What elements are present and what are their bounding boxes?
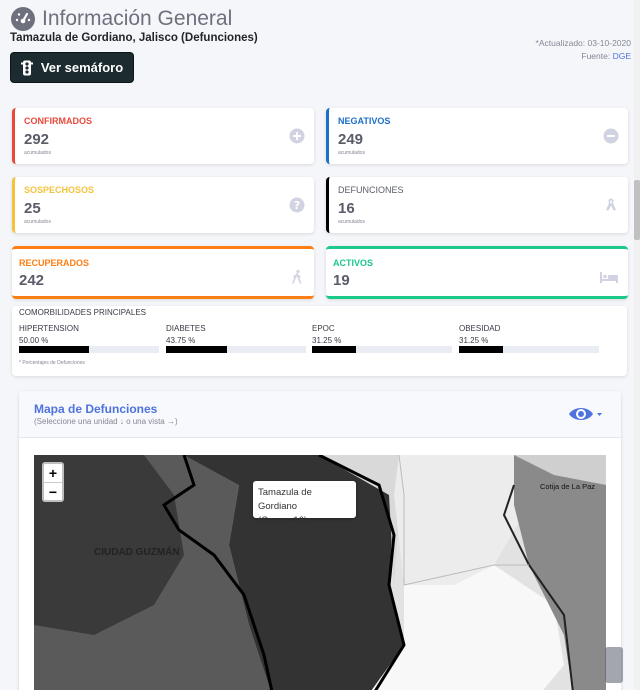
source-label: Fuente: — [581, 51, 613, 61]
svg-text:?: ? — [294, 199, 300, 212]
comorbidity-bar — [19, 346, 159, 353]
tooltip-name: Tamazula de Gordiano — [258, 487, 312, 512]
card-sospechosos[interactable]: SOSPECHOSOS 25 acumulados ? — [12, 177, 314, 233]
map-label-ciudad-guzman: CIUDAD GUZMÁN — [94, 545, 180, 558]
comorbidity-bar — [459, 346, 599, 353]
source-link[interactable]: DGE — [612, 51, 631, 61]
eye-icon[interactable] — [567, 404, 603, 424]
map-tooltip: Tamazula de Gordiano (Casos: 16) — [253, 481, 356, 526]
comorbidity-name: EPOC — [312, 324, 335, 333]
comorbidities-note: * Porcentajes de Defunciones — [19, 360, 85, 366]
tooltip-cases: (Casos: 16) — [258, 515, 308, 526]
scrollbar-thumb[interactable] — [634, 180, 640, 240]
page-title: Información General — [42, 7, 233, 30]
card-value: 292 — [24, 131, 50, 148]
map-label-cotija: Cotija de La Paz — [540, 482, 595, 491]
comorbidity-name: OBESIDAD — [459, 324, 501, 333]
comorbidity-pct: 31.25 % — [459, 336, 489, 345]
scroll-to-top-button[interactable] — [605, 647, 623, 683]
comorbidity-item: OBESIDAD 31.25 % — [459, 324, 599, 353]
map-title: Mapa de Defunciones — [34, 402, 158, 416]
comorbidity-bar-fill — [19, 346, 89, 353]
page-subtitle: Tamazula de Gordiano, Jalisco (Defuncion… — [10, 32, 258, 44]
ribbon-icon — [606, 198, 616, 211]
comorbidity-pct: 43.75 % — [166, 336, 196, 345]
card-value: 25 — [24, 200, 41, 217]
card-sub: acumulados — [338, 219, 365, 225]
card-sub: acumulados — [24, 219, 51, 225]
card-label: NEGATIVOS — [338, 116, 391, 126]
update-info: *Actualizado: 03-10-2020 Fuente: DGE — [536, 37, 631, 63]
map-card-header: Mapa de Defunciones (Seleccione una unid… — [19, 391, 621, 438]
comorbidity-name: HIPERTENSION — [19, 324, 79, 333]
map-card: Mapa de Defunciones (Seleccione una unid… — [19, 391, 621, 690]
updated-date: *Actualizado: 03-10-2020 — [535, 38, 631, 48]
comorbilidades-header: COMORBILIDADES PRINCIPALES — [19, 308, 146, 317]
map-zoom-control: + − — [42, 462, 64, 502]
zoom-in-button[interactable]: + — [48, 465, 58, 481]
card-value: 242 — [19, 272, 45, 289]
walking-icon — [292, 269, 302, 284]
speedometer-icon — [11, 7, 35, 31]
card-value: 249 — [338, 131, 364, 148]
page-scrollbar[interactable] — [634, 0, 640, 690]
card-label: RECUPERADOS — [19, 258, 90, 268]
ver-semaforo-button[interactable]: Ver semáforo — [10, 52, 134, 83]
comorbidity-name: DIABETES — [166, 324, 206, 333]
bed-icon — [600, 272, 618, 283]
comorbilidades-panel: COMORBILIDADES PRINCIPALES HIPERTENSION … — [12, 306, 627, 376]
comorbidity-bar — [166, 346, 306, 353]
card-label: ACTIVOS — [333, 258, 374, 268]
comorbidity-pct: 50.00 % — [19, 336, 49, 345]
comorbidity-item: HIPERTENSION 50.00 % — [19, 324, 159, 353]
comorbidity-bar-fill — [459, 346, 503, 353]
card-confirmados[interactable]: CONFIRMADOS 292 acumulados — [12, 108, 314, 164]
map-subtitle: (Seleccione una unidad ↓ o una vista →) — [34, 417, 178, 426]
card-value: 19 — [333, 272, 350, 289]
question-circle-icon: ? — [289, 197, 305, 213]
card-label: DEFUNCIONES — [338, 185, 404, 195]
traffic-light-icon — [20, 60, 33, 75]
card-activos[interactable]: ACTIVOS 19 — [326, 246, 628, 299]
card-label: CONFIRMADOS — [24, 116, 92, 126]
card-recuperados[interactable]: RECUPERADOS 242 — [12, 246, 314, 299]
comorbidity-bar-fill — [312, 346, 356, 353]
plus-circle-icon — [289, 128, 305, 144]
comorbidity-item: EPOC 31.25 % — [312, 324, 452, 353]
comorbidity-bar — [312, 346, 452, 353]
card-label: SOSPECHOSOS — [24, 185, 95, 195]
card-sub: acumulados — [338, 150, 365, 156]
comorbidity-item: DIABETES 43.75 % — [166, 324, 306, 353]
zoom-out-button[interactable]: − — [44, 482, 62, 500]
comorbidity-pct: 31.25 % — [312, 336, 342, 345]
minus-circle-icon — [603, 128, 619, 144]
page-header: Información General Tamazula de Gordiano… — [10, 5, 635, 61]
comorbidity-bar-fill — [166, 346, 228, 353]
ver-semaforo-label: Ver semáforo — [40, 60, 124, 75]
card-defunciones[interactable]: DEFUNCIONES 16 acumulados — [326, 177, 628, 233]
card-negativos[interactable]: NEGATIVOS 249 acumulados — [326, 108, 628, 164]
card-sub: acumulados — [24, 150, 51, 156]
card-value: 16 — [338, 200, 355, 217]
